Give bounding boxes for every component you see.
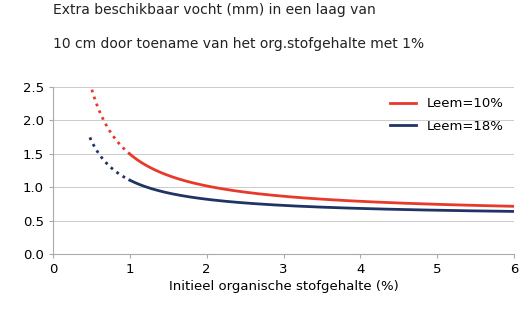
Text: Extra beschikbaar vocht (mm) in een laag van: Extra beschikbaar vocht (mm) in een laag… — [53, 3, 376, 17]
X-axis label: Initieel organische stofgehalte (%): Initieel organische stofgehalte (%) — [169, 280, 399, 293]
Legend: Leem=10%, Leem=18%: Leem=10%, Leem=18% — [386, 93, 508, 136]
Text: 10 cm door toename van het org.stofgehalte met 1%: 10 cm door toename van het org.stofgehal… — [53, 37, 424, 51]
